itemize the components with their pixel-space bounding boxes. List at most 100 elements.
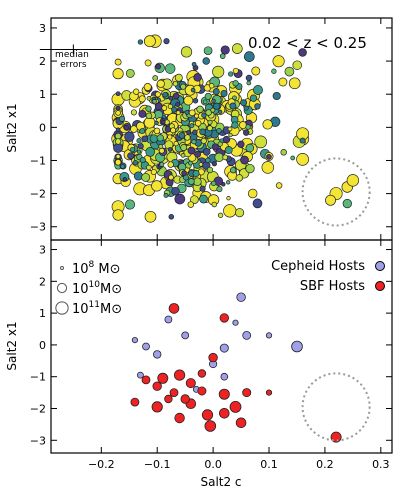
top-scatter-point [136,138,142,144]
top-scatter-point [137,39,144,45]
median-errors-line2: errors [60,60,87,70]
top-scatter-point [275,182,283,189]
top-scatter-point [136,149,142,154]
top-scatter-point [224,146,233,155]
top-scatter-point [161,114,167,120]
size-legend-label: 108 M⊙ [72,260,121,277]
top-scatter-point [115,154,121,159]
top-scatter-point [130,125,138,133]
top-scatter-point [124,199,136,210]
top-scatter-point [226,180,231,185]
top-scatter-point [167,103,174,110]
top-scatter-point [223,204,237,218]
top-scatter-point [284,66,295,77]
sbf-host-point [242,388,252,398]
top-scatter-point [203,46,213,56]
redshift-annotation: 0.02 < z < 0.25 [248,34,367,52]
y-tick-label: 1 [39,88,46,101]
top-scatter-point [152,75,159,81]
top-scatter-point [141,135,149,143]
size-legend-label: 1010M⊙ [72,280,122,297]
size-legend-label: 1011M⊙ [72,300,122,317]
mass-size-legend: 108 M⊙ 1010M⊙ 1011M⊙ [55,260,122,317]
top-scatter-point [206,125,213,132]
top-dotted-circle [301,157,371,227]
bottom-dotted-circle [301,372,371,442]
top-scatter-point [168,214,175,220]
sbf-host-point [174,412,185,424]
top-scatter-point [288,77,301,90]
sbf-host-point [197,369,207,378]
top-scatter-point [243,105,249,111]
top-scatter-point [143,83,152,91]
top-scatter-point [249,94,258,102]
top-scatter-point [272,91,281,101]
top-scatter-point [204,92,212,100]
top-scatter-point [170,127,177,134]
top-scatter-point [113,142,124,153]
cepheid-host-point [232,319,239,326]
top-scatter-point [245,163,255,174]
top-scatter-point [232,67,239,74]
top-scatter-point [144,59,152,67]
sbf-host-point [204,420,217,432]
top-scatter-point [202,57,210,65]
top-scatter-point [232,80,239,87]
top-scatter-point [159,161,165,167]
top-scatter-point [187,146,196,155]
top-scatter-point [161,119,166,125]
top-scatter-point [138,109,147,118]
bottom-axes-frame [50,239,393,454]
top-scatter-point [175,110,181,116]
top-scatter-point [115,127,121,133]
top-scatter-point [123,125,129,131]
top-scatter-point [211,143,219,151]
top-scatter-point [180,46,193,58]
top-scatter-point [188,160,193,166]
y-tick-label: 3 [39,244,46,257]
top-scatter-point [205,157,211,163]
legend-cepheid-label: Cepheid Hosts [271,259,365,274]
sbf-host-point [218,388,230,400]
top-scatter-point [296,153,309,166]
x-tick-label: −0.2 [88,458,115,471]
bottom-scatter-points [130,292,342,443]
top-scatter-point [254,135,268,149]
top-scatter-point [114,132,122,140]
top-scatter-point [168,96,174,101]
top-ticks: 3 2 1 0 −1 −2 −3 [30,18,392,240]
top-scatter-point [290,155,296,161]
x-tick-label: 0.0 [204,458,222,471]
legend-cepheid-marker [375,261,385,271]
top-scatter-point [139,128,146,135]
top-scatter-point [115,110,121,116]
x-axis-label: Salt2 c [200,475,241,489]
top-scatter-point [220,89,228,98]
cepheid-host-point [164,315,173,324]
sbf-host-point [197,386,207,396]
top-scatter-points [111,34,360,223]
top-scatter-point [124,131,135,142]
sbf-host-point [157,372,169,384]
top-scatter-point [115,105,121,111]
top-scatter-point [261,161,275,174]
top-scatter-point [172,92,180,100]
sbf-host-point [141,375,151,385]
top-scatter-point [253,85,263,95]
top-scatter-point [237,140,245,148]
top-scatter-point [299,137,306,144]
top-scatter-point [146,96,152,101]
top-scatter-point [211,98,216,104]
median-error-bar [39,44,107,55]
top-scatter-point [181,170,187,176]
y-tick-label: −3 [30,434,46,447]
top-scatter-point [163,192,169,198]
top-scatter-point [171,186,180,196]
top-scatter-point [231,121,239,129]
top-scatter-point [174,193,186,205]
cepheid-host-point [236,292,246,302]
size-legend-marker [55,301,69,315]
top-scatter-point [222,135,231,144]
top-scatter-point [243,129,250,136]
y-tick-label: 2 [39,55,46,68]
